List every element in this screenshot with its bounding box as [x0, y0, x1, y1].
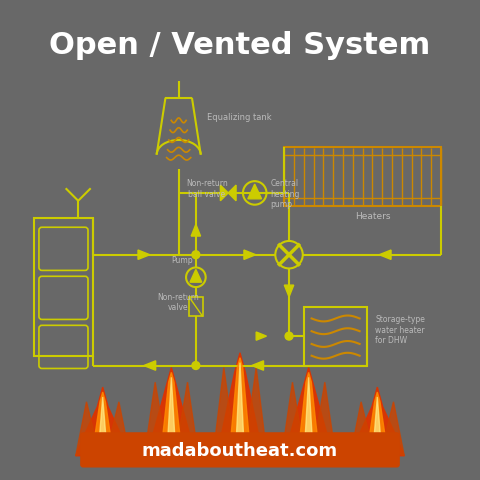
Text: Central
heating
pump: Central heating pump [270, 179, 300, 209]
Polygon shape [282, 368, 336, 456]
Polygon shape [167, 377, 176, 451]
Polygon shape [252, 361, 264, 370]
Polygon shape [76, 387, 130, 456]
Polygon shape [213, 368, 235, 456]
Polygon shape [236, 362, 244, 451]
Text: Non-return
valve: Non-return valve [157, 293, 199, 312]
Polygon shape [298, 372, 319, 456]
Text: Non-return
ball valve: Non-return ball valve [186, 179, 228, 199]
Circle shape [285, 332, 293, 340]
Polygon shape [304, 377, 313, 451]
Polygon shape [144, 361, 156, 370]
Text: madaboutheat.com: madaboutheat.com [142, 442, 338, 460]
Polygon shape [350, 387, 404, 456]
Polygon shape [282, 382, 303, 456]
Polygon shape [177, 382, 198, 456]
Polygon shape [138, 250, 150, 259]
Polygon shape [256, 332, 266, 340]
Polygon shape [314, 382, 336, 456]
Polygon shape [213, 353, 267, 456]
Text: Pump: Pump [171, 256, 193, 264]
FancyBboxPatch shape [80, 432, 400, 468]
Polygon shape [108, 402, 130, 456]
Polygon shape [379, 250, 391, 259]
Polygon shape [248, 184, 262, 199]
Polygon shape [92, 392, 113, 456]
Polygon shape [228, 185, 236, 201]
Polygon shape [161, 372, 182, 456]
Polygon shape [220, 185, 228, 201]
Polygon shape [244, 250, 256, 259]
Text: Storage-type
water heater
for DHW: Storage-type water heater for DHW [375, 315, 425, 345]
Polygon shape [383, 402, 404, 456]
Polygon shape [190, 269, 202, 282]
Polygon shape [350, 402, 372, 456]
Text: Equalizing tank: Equalizing tank [207, 113, 271, 122]
Polygon shape [284, 285, 294, 297]
Text: Heaters: Heaters [355, 213, 390, 221]
Polygon shape [245, 368, 267, 456]
Circle shape [192, 361, 200, 370]
Polygon shape [191, 224, 201, 236]
Text: Open / Vented System: Open / Vented System [49, 31, 431, 60]
Polygon shape [367, 392, 388, 456]
Polygon shape [76, 402, 97, 456]
Polygon shape [144, 368, 198, 456]
Polygon shape [229, 358, 251, 456]
Circle shape [192, 251, 200, 259]
Polygon shape [98, 397, 107, 451]
Polygon shape [144, 382, 166, 456]
Polygon shape [373, 397, 382, 451]
